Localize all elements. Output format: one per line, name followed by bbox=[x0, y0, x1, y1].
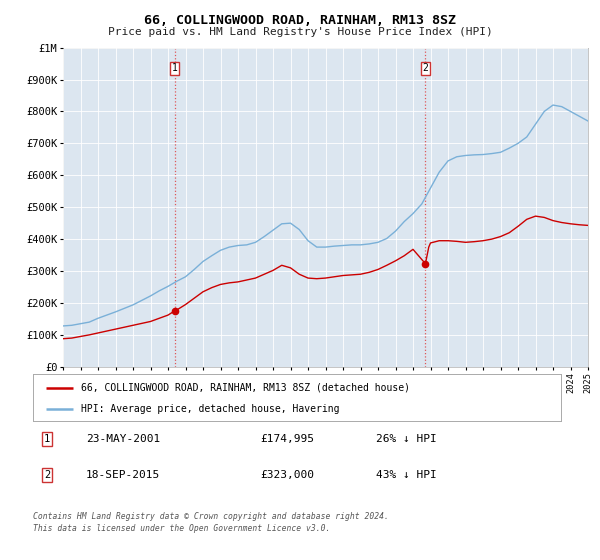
Text: This data is licensed under the Open Government Licence v3.0.: This data is licensed under the Open Gov… bbox=[33, 524, 331, 533]
Text: £323,000: £323,000 bbox=[260, 470, 314, 480]
Text: 23-MAY-2001: 23-MAY-2001 bbox=[86, 434, 160, 444]
Text: £174,995: £174,995 bbox=[260, 434, 314, 444]
Text: 2: 2 bbox=[422, 63, 428, 73]
Text: 1: 1 bbox=[172, 63, 178, 73]
Text: 43% ↓ HPI: 43% ↓ HPI bbox=[376, 470, 437, 480]
Text: Contains HM Land Registry data © Crown copyright and database right 2024.: Contains HM Land Registry data © Crown c… bbox=[33, 512, 389, 521]
Text: 66, COLLINGWOOD ROAD, RAINHAM, RM13 8SZ (detached house): 66, COLLINGWOOD ROAD, RAINHAM, RM13 8SZ … bbox=[80, 383, 410, 393]
Text: 2: 2 bbox=[44, 470, 50, 480]
Text: 1: 1 bbox=[44, 434, 50, 444]
Text: 66, COLLINGWOOD ROAD, RAINHAM, RM13 8SZ: 66, COLLINGWOOD ROAD, RAINHAM, RM13 8SZ bbox=[144, 14, 456, 27]
Text: 18-SEP-2015: 18-SEP-2015 bbox=[86, 470, 160, 480]
Text: HPI: Average price, detached house, Havering: HPI: Average price, detached house, Have… bbox=[80, 404, 339, 414]
Text: 26% ↓ HPI: 26% ↓ HPI bbox=[376, 434, 437, 444]
Text: Price paid vs. HM Land Registry's House Price Index (HPI): Price paid vs. HM Land Registry's House … bbox=[107, 27, 493, 37]
